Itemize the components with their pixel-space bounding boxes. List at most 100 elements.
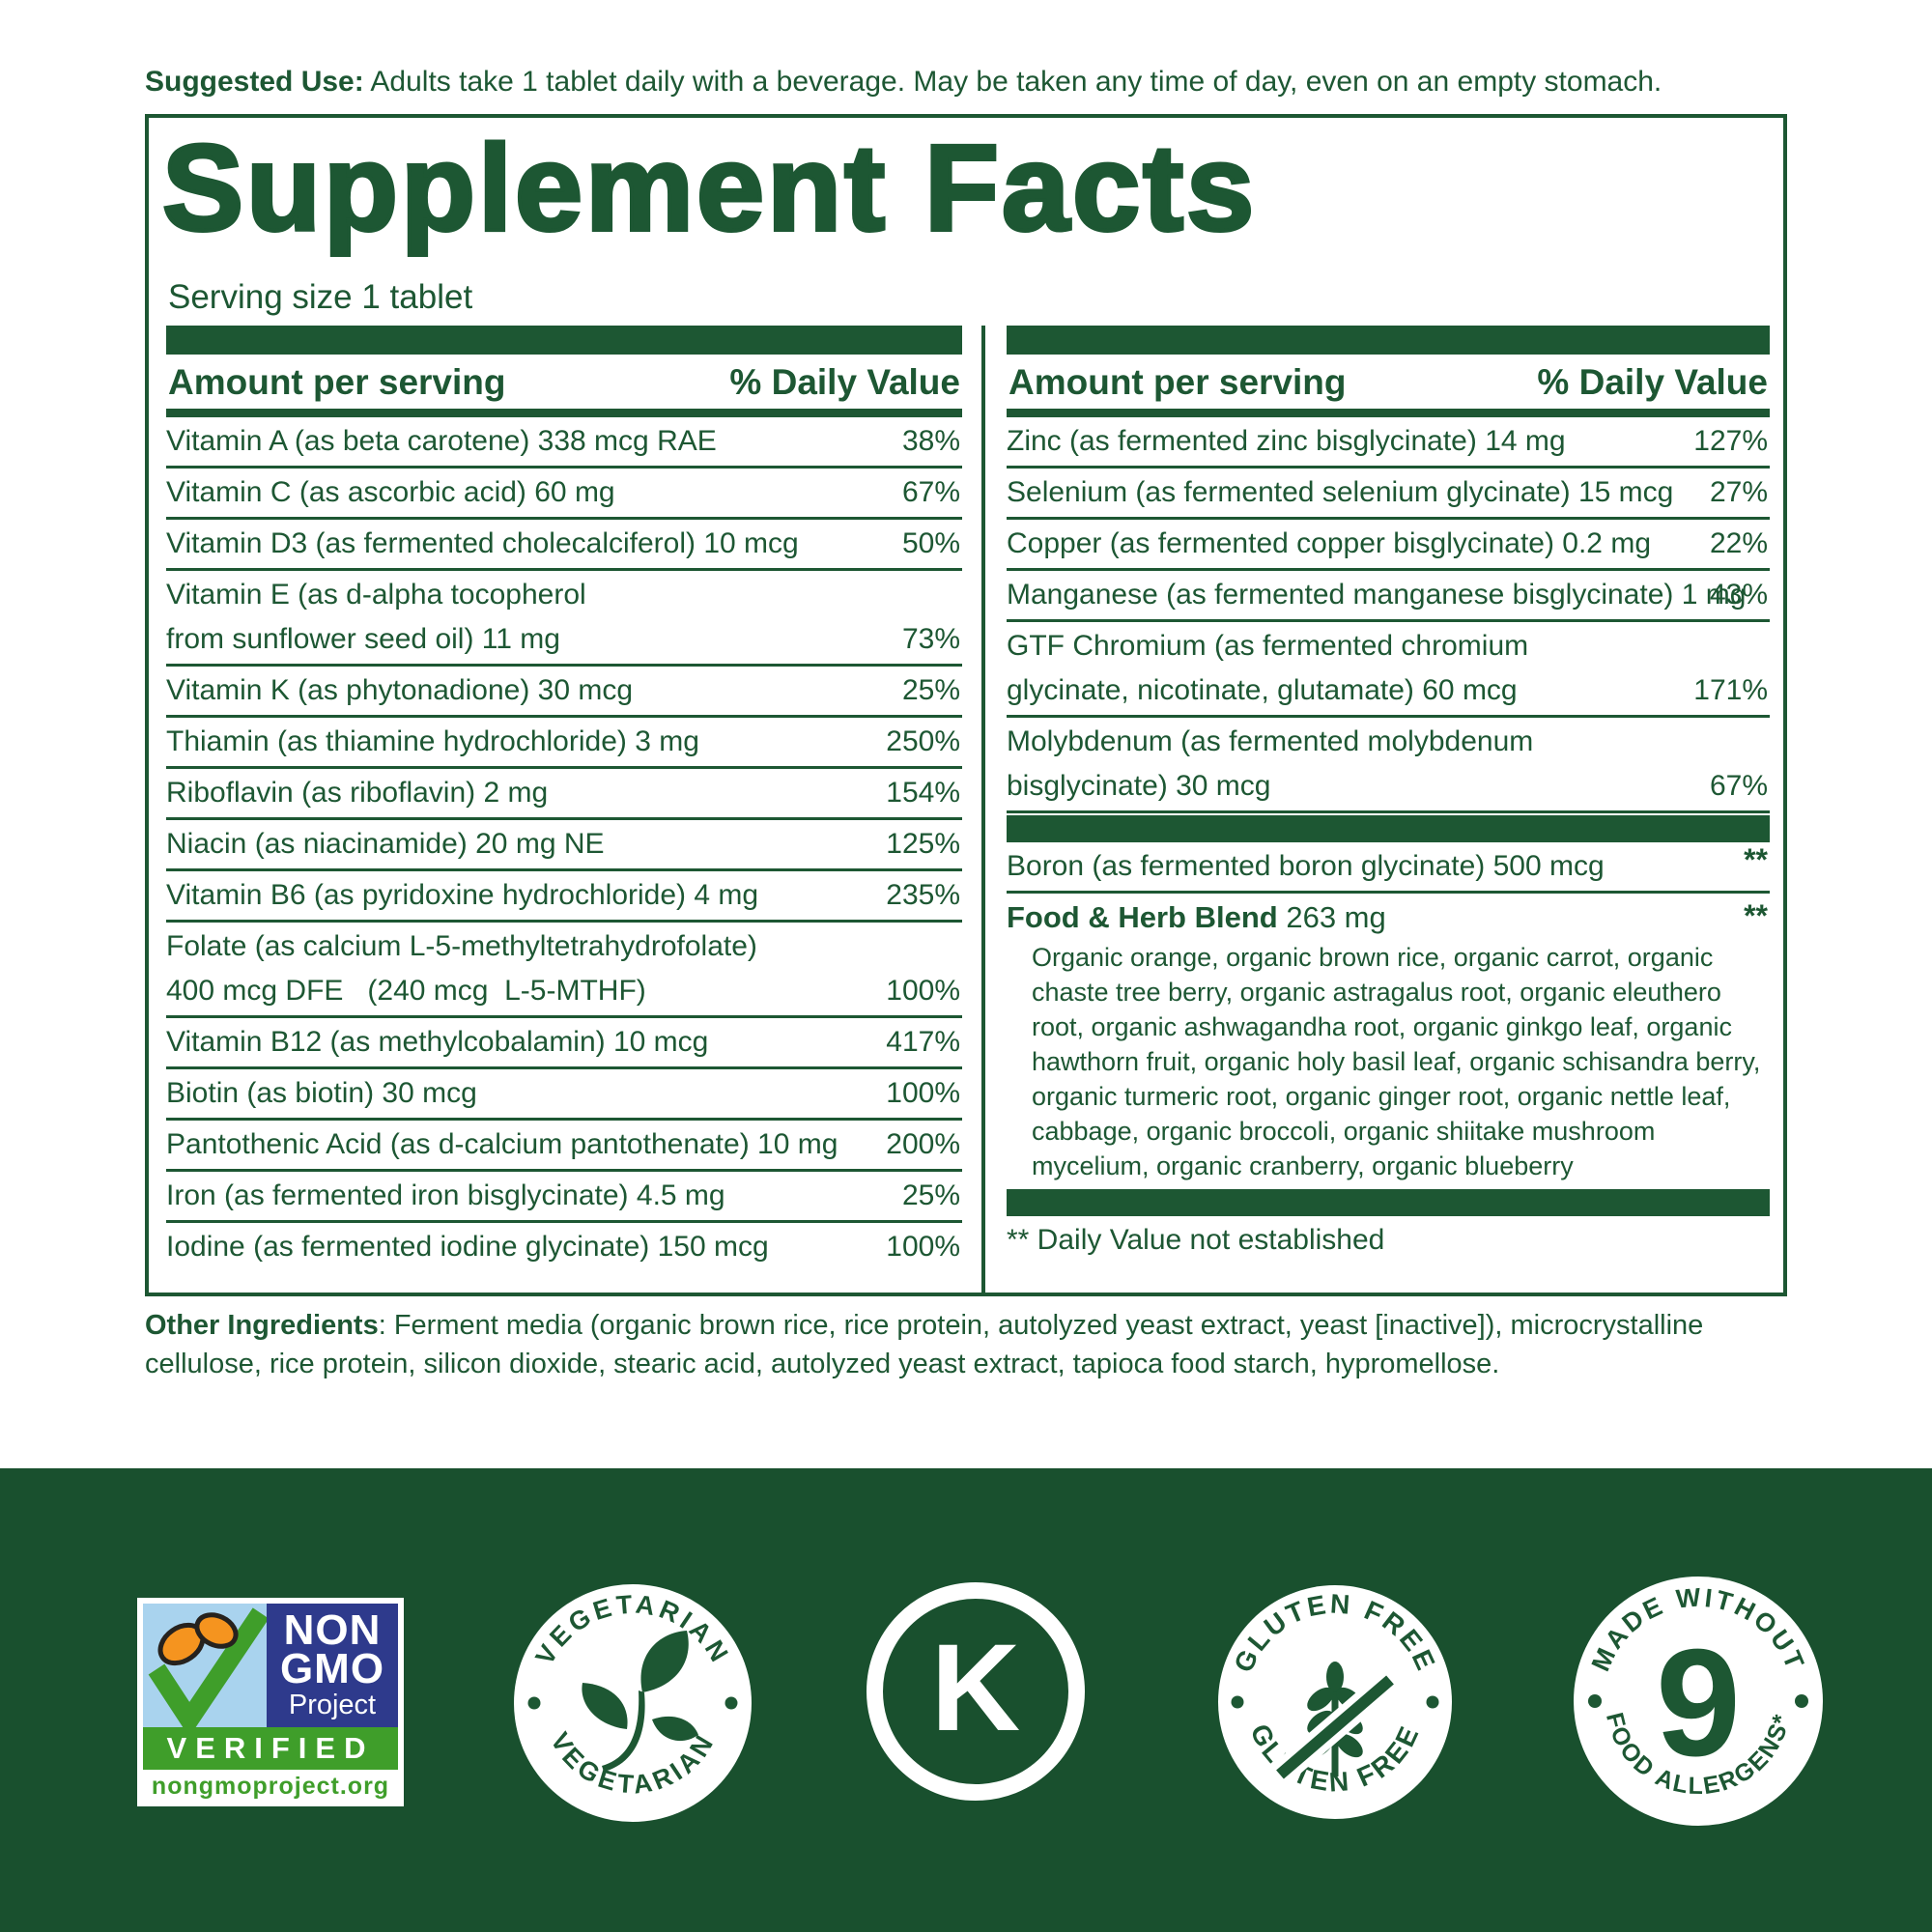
dv-footnote: ** Daily Value not established (1007, 1224, 1385, 1256)
dv-header: % Daily Value (729, 362, 960, 402)
nutrient-name: Folate (as calcium L-5-methyltetrahydrof… (166, 930, 757, 1007)
table-row: Vitamin C (as ascorbic acid) 60 mg 67% (166, 469, 962, 520)
daily-value: 100% (886, 975, 960, 1007)
non-gmo-wordmark: NON GMO Project (267, 1604, 398, 1727)
daily-value: ** (1744, 842, 1768, 877)
separator-bar (1007, 1189, 1770, 1216)
nutrient-name: Copper (as fermented copper bisglycinate… (1007, 527, 1652, 559)
project-label: Project (288, 1690, 377, 1720)
butterfly-check-icon (143, 1604, 270, 1738)
left-column: Amount per serving % Daily Value Vitamin… (166, 326, 962, 1271)
food-herb-blend: Food & Herb Blend 263 mg ** Organic oran… (1007, 894, 1770, 1187)
vegetarian-seal-icon: VEGETARIAN VEGETARIAN (514, 1584, 752, 1822)
daily-value: 25% (901, 674, 960, 706)
table-row: Boron (as fermented boron glycinate) 500… (1007, 842, 1770, 894)
gluten-free-seal-icon: GLUTEN FREE GLUTEN FREE (1218, 1585, 1452, 1819)
table-row: Vitamin D3 (as fermented cholecalciferol… (166, 520, 962, 571)
nutrient-name: Vitamin B12 (as methylcobalamin) 10 mcg (166, 1026, 709, 1058)
daily-value: 67% (901, 476, 960, 508)
table-row: Vitamin A (as beta carotene) 338 mcg RAE… (166, 417, 962, 469)
daily-value: 50% (901, 527, 960, 559)
table-row: Iodine (as fermented iodine glycinate) 1… (166, 1223, 962, 1271)
header-rule (166, 409, 962, 417)
daily-value: 100% (886, 1231, 960, 1263)
nutrient-name: Iron (as fermented iron bisglycinate) 4.… (166, 1179, 725, 1211)
daily-value: 235% (886, 879, 960, 911)
crossed-wheat-icon (1271, 1662, 1399, 1784)
column-divider (981, 326, 985, 1293)
non-gmo-top: NON GMO Project (143, 1604, 398, 1738)
header-bar (1007, 326, 1770, 355)
right-table-rows: Zinc (as fermented zinc bisglycinate) 14… (1007, 417, 1770, 813)
nutrient-name: Vitamin A (as beta carotene) 338 mcg RAE (166, 425, 717, 457)
panel-title: Supplement Facts (160, 118, 1258, 258)
daily-value: 417% (886, 1026, 960, 1058)
daily-value: 43% (1709, 579, 1768, 611)
daily-value: 25% (901, 1179, 960, 1211)
supplement-facts-panel: Supplement Facts Serving size 1 tablet A… (145, 114, 1787, 1296)
daily-value: 22% (1709, 527, 1768, 559)
nutrient-name: Zinc (as fermented zinc bisglycinate) 14… (1007, 425, 1566, 457)
table-row: Vitamin E (as d-alpha tocopherol from sun… (166, 571, 962, 667)
daily-value: 67% (1709, 770, 1768, 802)
table-row: Zinc (as fermented zinc bisglycinate) 14… (1007, 417, 1770, 469)
table-row: Vitamin B6 (as pyridoxine hydrochloride)… (166, 871, 962, 923)
blend-amount: 263 mg (1286, 900, 1386, 934)
column-header: Amount per serving % Daily Value (166, 355, 962, 409)
table-row: Pantothenic Acid (as d-calcium pantothen… (166, 1121, 962, 1172)
bottom-band: NON GMO Project VERIFIED nongmoproject.o… (0, 1468, 1932, 1932)
blend-name: Food & Herb Blend (1007, 900, 1278, 934)
nutrient-name: Selenium (as fermented selenium glycinat… (1007, 476, 1674, 508)
daily-value: 171% (1693, 674, 1768, 706)
suggested-use-text: Adults take 1 tablet daily with a bevera… (363, 66, 1662, 98)
allergen-count: 9 (1656, 1618, 1741, 1788)
nutrient-name: Vitamin C (as ascorbic acid) 60 mg (166, 476, 615, 508)
nutrient-name: Vitamin D3 (as fermented cholecalciferol… (166, 527, 799, 559)
right-column: Amount per serving % Daily Value Zinc (a… (1007, 326, 1770, 1261)
amount-header: Amount per serving (168, 362, 506, 402)
vegetarian-badge: VEGETARIAN VEGETARIAN (514, 1584, 752, 1827)
serving-size: Serving size 1 tablet (168, 278, 473, 316)
nutrient-name: Thiamin (as thiamine hydrochloride) 3 mg (166, 725, 699, 757)
non-gmo-project-badge: NON GMO Project VERIFIED nongmoproject.o… (137, 1598, 404, 1806)
daily-value: 38% (901, 425, 960, 457)
nutrient-name: Biotin (as biotin) 30 mcg (166, 1077, 477, 1109)
blend-daily-value: ** (1744, 898, 1768, 933)
nutrient-name: Molybdenum (as fermented molybdenum bisgl… (1007, 725, 1534, 802)
table-row: Folate (as calcium L-5-methyltetrahydrof… (166, 923, 962, 1018)
table-row: Vitamin K (as phytonadione) 30 mcg 25% (166, 667, 962, 718)
kosher-k-letter: K (930, 1618, 1021, 1757)
nutrient-name: Vitamin K (as phytonadione) 30 mcg (166, 674, 634, 706)
daily-value: 200% (886, 1128, 960, 1160)
table-row: Manganese (as fermented manganese bisgly… (1007, 571, 1770, 622)
blend-header: Food & Herb Blend 263 mg ** (1007, 895, 1770, 940)
table-row: Niacin (as niacinamide) 20 mg NE 125% (166, 820, 962, 871)
table-row: GTF Chromium (as fermented chromium glyci… (1007, 622, 1770, 718)
table-row: Molybdenum (as fermented molybdenum bisgl… (1007, 718, 1770, 813)
nongmo-url: nongmoproject.org (151, 1773, 390, 1800)
daily-value: 100% (886, 1077, 960, 1109)
nutrient-name: Pantothenic Acid (as d-calcium pantothen… (166, 1128, 838, 1160)
table-row: Thiamin (as thiamine hydrochloride) 3 mg… (166, 718, 962, 769)
amount-header: Amount per serving (1009, 362, 1347, 402)
daily-value: 154% (886, 777, 960, 809)
table-row: Iron (as fermented iron bisglycinate) 4.… (166, 1172, 962, 1223)
table-row: Vitamin B12 (as methylcobalamin) 10 mcg 4… (166, 1018, 962, 1069)
header-rule (1007, 409, 1770, 417)
non-label: NON (283, 1606, 382, 1654)
suggested-use: Suggested Use: Adults take 1 tablet dail… (145, 66, 1845, 99)
gmo-label: GMO (279, 1645, 385, 1692)
other-ingredients-text: : Ferment media (organic brown rice, ric… (145, 1310, 1704, 1379)
table-row: Biotin (as biotin) 30 mcg 100% (166, 1069, 962, 1121)
leaf-sprig-icon (582, 1631, 698, 1772)
nutrient-name: Iodine (as fermented iodine glycinate) 1… (166, 1231, 769, 1263)
nutrient-name: Boron (as fermented boron glycinate) 500… (1007, 850, 1605, 882)
blend-ingredients: Organic orange, organic brown rice, orga… (1032, 943, 1761, 1180)
kosher-badge: K (867, 1582, 1085, 1801)
nutrient-name: GTF Chromium (as fermented chromium glyci… (1007, 630, 1529, 706)
column-header: Amount per serving % Daily Value (1007, 355, 1770, 409)
daily-value: 27% (1709, 476, 1768, 508)
daily-value: 127% (1693, 425, 1768, 457)
allergen-free-badge: MADE WITHOUT FOOD ALLERGENS* 9 (1574, 1577, 1823, 1831)
nutrient-name: Vitamin E (as d-alpha tocopherol from sun… (166, 579, 586, 655)
